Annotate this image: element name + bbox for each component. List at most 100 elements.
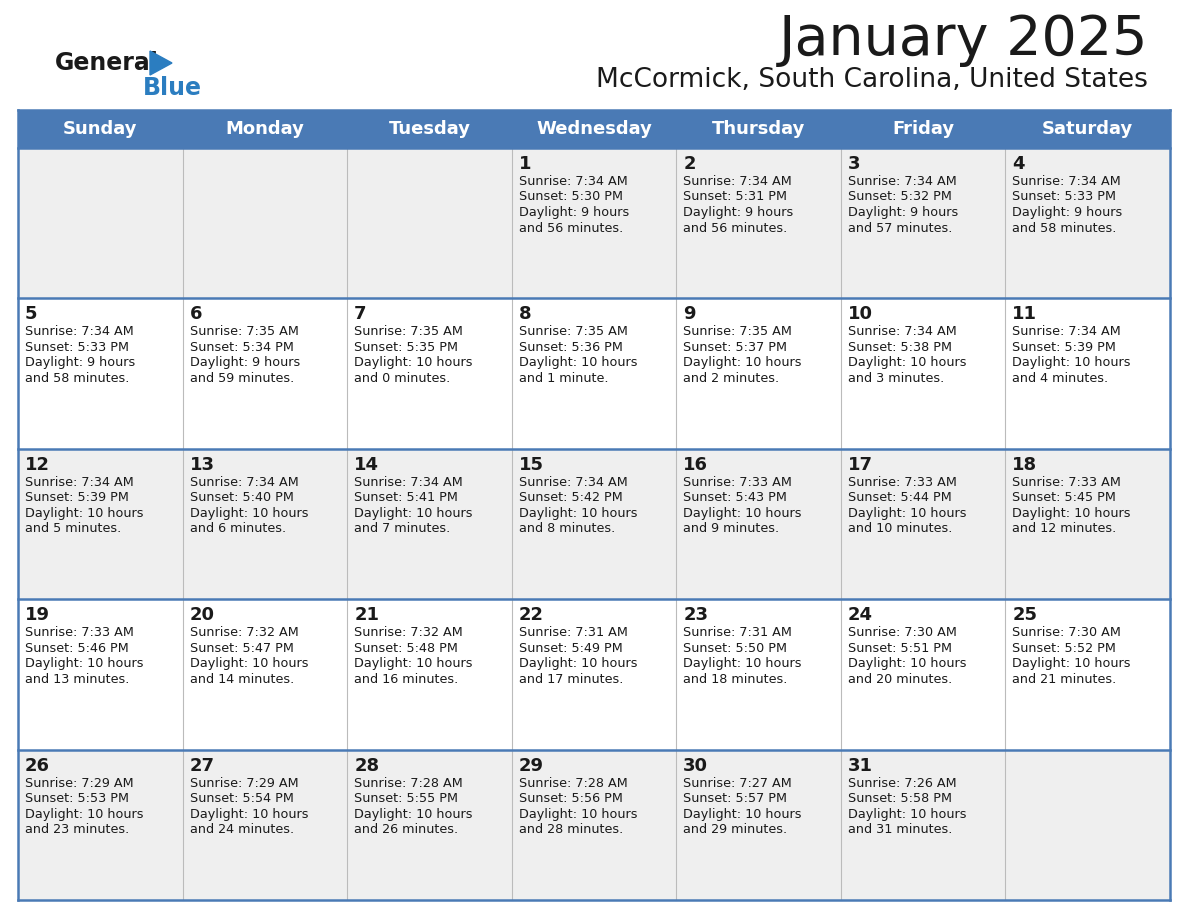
Text: and 9 minutes.: and 9 minutes. [683,522,779,535]
Bar [18,148,1170,298]
Text: 13: 13 [190,456,215,474]
Text: and 57 minutes.: and 57 minutes. [848,221,953,234]
Text: Sunrise: 7:28 AM: Sunrise: 7:28 AM [519,777,627,789]
Text: 12: 12 [25,456,50,474]
Text: 10: 10 [848,306,873,323]
Text: 19: 19 [25,606,50,624]
Text: Sunrise: 7:34 AM: Sunrise: 7:34 AM [519,476,627,488]
Text: Daylight: 10 hours: Daylight: 10 hours [683,356,802,369]
Text: Sunrise: 7:32 AM: Sunrise: 7:32 AM [190,626,298,639]
Text: Sunrise: 7:33 AM: Sunrise: 7:33 AM [848,476,956,488]
Text: 18: 18 [1012,456,1037,474]
Text: 21: 21 [354,606,379,624]
Text: Daylight: 10 hours: Daylight: 10 hours [354,507,473,520]
Text: and 12 minutes.: and 12 minutes. [1012,522,1117,535]
Text: Daylight: 10 hours: Daylight: 10 hours [25,507,144,520]
Text: Sunrise: 7:34 AM: Sunrise: 7:34 AM [190,476,298,488]
Text: and 10 minutes.: and 10 minutes. [848,522,953,535]
Text: and 59 minutes.: and 59 minutes. [190,372,293,385]
Text: Sunset: 5:42 PM: Sunset: 5:42 PM [519,491,623,504]
Text: Daylight: 9 hours: Daylight: 9 hours [190,356,299,369]
Text: and 8 minutes.: and 8 minutes. [519,522,615,535]
Text: and 4 minutes.: and 4 minutes. [1012,372,1108,385]
Text: 9: 9 [683,306,696,323]
Text: Sunset: 5:54 PM: Sunset: 5:54 PM [190,792,293,805]
Text: Sunrise: 7:34 AM: Sunrise: 7:34 AM [683,175,792,188]
Bar [18,298,1170,449]
Text: Sunrise: 7:34 AM: Sunrise: 7:34 AM [25,325,134,339]
Text: Daylight: 10 hours: Daylight: 10 hours [1012,657,1131,670]
Text: and 56 minutes.: and 56 minutes. [683,221,788,234]
Text: Sunset: 5:49 PM: Sunset: 5:49 PM [519,642,623,655]
Text: Daylight: 10 hours: Daylight: 10 hours [354,808,473,821]
Text: Daylight: 9 hours: Daylight: 9 hours [848,206,958,219]
Text: and 7 minutes.: and 7 minutes. [354,522,450,535]
Text: Daylight: 10 hours: Daylight: 10 hours [25,808,144,821]
Text: Sunrise: 7:30 AM: Sunrise: 7:30 AM [848,626,956,639]
Text: Sunrise: 7:29 AM: Sunrise: 7:29 AM [190,777,298,789]
Text: Sunrise: 7:35 AM: Sunrise: 7:35 AM [683,325,792,339]
Text: 27: 27 [190,756,215,775]
Text: 22: 22 [519,606,544,624]
Text: Daylight: 10 hours: Daylight: 10 hours [683,507,802,520]
Bar [18,449,1170,599]
Text: Sunrise: 7:34 AM: Sunrise: 7:34 AM [354,476,463,488]
Text: Sunrise: 7:31 AM: Sunrise: 7:31 AM [519,626,627,639]
Text: Sunrise: 7:28 AM: Sunrise: 7:28 AM [354,777,463,789]
Text: 5: 5 [25,306,38,323]
Text: Daylight: 10 hours: Daylight: 10 hours [190,808,308,821]
Text: and 17 minutes.: and 17 minutes. [519,673,623,686]
Text: Sunset: 5:34 PM: Sunset: 5:34 PM [190,341,293,354]
Text: and 6 minutes.: and 6 minutes. [190,522,285,535]
Text: Sunrise: 7:34 AM: Sunrise: 7:34 AM [1012,325,1121,339]
Text: Daylight: 10 hours: Daylight: 10 hours [848,808,966,821]
Text: Sunrise: 7:34 AM: Sunrise: 7:34 AM [848,175,956,188]
Text: Sunrise: 7:29 AM: Sunrise: 7:29 AM [25,777,133,789]
Text: and 23 minutes.: and 23 minutes. [25,823,129,836]
Bar [18,750,1170,900]
Text: Saturday: Saturday [1042,120,1133,138]
Text: and 21 minutes.: and 21 minutes. [1012,673,1117,686]
Text: Sunset: 5:40 PM: Sunset: 5:40 PM [190,491,293,504]
Text: Daylight: 10 hours: Daylight: 10 hours [519,657,637,670]
Text: Sunrise: 7:34 AM: Sunrise: 7:34 AM [519,175,627,188]
Text: 31: 31 [848,756,873,775]
Text: Sunset: 5:32 PM: Sunset: 5:32 PM [848,191,952,204]
Text: 23: 23 [683,606,708,624]
Text: and 29 minutes.: and 29 minutes. [683,823,788,836]
Text: Sunset: 5:33 PM: Sunset: 5:33 PM [25,341,129,354]
Text: Sunrise: 7:30 AM: Sunrise: 7:30 AM [1012,626,1121,639]
Text: Daylight: 9 hours: Daylight: 9 hours [683,206,794,219]
Text: and 56 minutes.: and 56 minutes. [519,221,623,234]
Text: Sunset: 5:56 PM: Sunset: 5:56 PM [519,792,623,805]
Text: Sunset: 5:39 PM: Sunset: 5:39 PM [25,491,128,504]
Text: and 0 minutes.: and 0 minutes. [354,372,450,385]
Text: Sunrise: 7:27 AM: Sunrise: 7:27 AM [683,777,792,789]
Text: and 1 minute.: and 1 minute. [519,372,608,385]
Text: Sunset: 5:36 PM: Sunset: 5:36 PM [519,341,623,354]
Text: Daylight: 10 hours: Daylight: 10 hours [190,507,308,520]
Text: 1: 1 [519,155,531,173]
Text: Daylight: 10 hours: Daylight: 10 hours [1012,507,1131,520]
Text: Daylight: 10 hours: Daylight: 10 hours [354,657,473,670]
Text: 15: 15 [519,456,544,474]
Text: 16: 16 [683,456,708,474]
Text: Sunset: 5:37 PM: Sunset: 5:37 PM [683,341,788,354]
Text: 24: 24 [848,606,873,624]
Text: Sunset: 5:53 PM: Sunset: 5:53 PM [25,792,129,805]
Text: Daylight: 10 hours: Daylight: 10 hours [848,507,966,520]
Text: 11: 11 [1012,306,1037,323]
Text: Daylight: 9 hours: Daylight: 9 hours [519,206,628,219]
Text: Sunset: 5:43 PM: Sunset: 5:43 PM [683,491,788,504]
Text: Sunrise: 7:34 AM: Sunrise: 7:34 AM [25,476,134,488]
Text: Sunset: 5:35 PM: Sunset: 5:35 PM [354,341,459,354]
Bar [18,110,1170,148]
Text: Sunset: 5:51 PM: Sunset: 5:51 PM [848,642,952,655]
Text: Sunset: 5:57 PM: Sunset: 5:57 PM [683,792,788,805]
Text: Sunrise: 7:26 AM: Sunrise: 7:26 AM [848,777,956,789]
Text: Sunrise: 7:33 AM: Sunrise: 7:33 AM [25,626,134,639]
Text: Daylight: 10 hours: Daylight: 10 hours [519,507,637,520]
Text: Sunset: 5:31 PM: Sunset: 5:31 PM [683,191,788,204]
Text: 4: 4 [1012,155,1025,173]
Text: Tuesday: Tuesday [388,120,470,138]
